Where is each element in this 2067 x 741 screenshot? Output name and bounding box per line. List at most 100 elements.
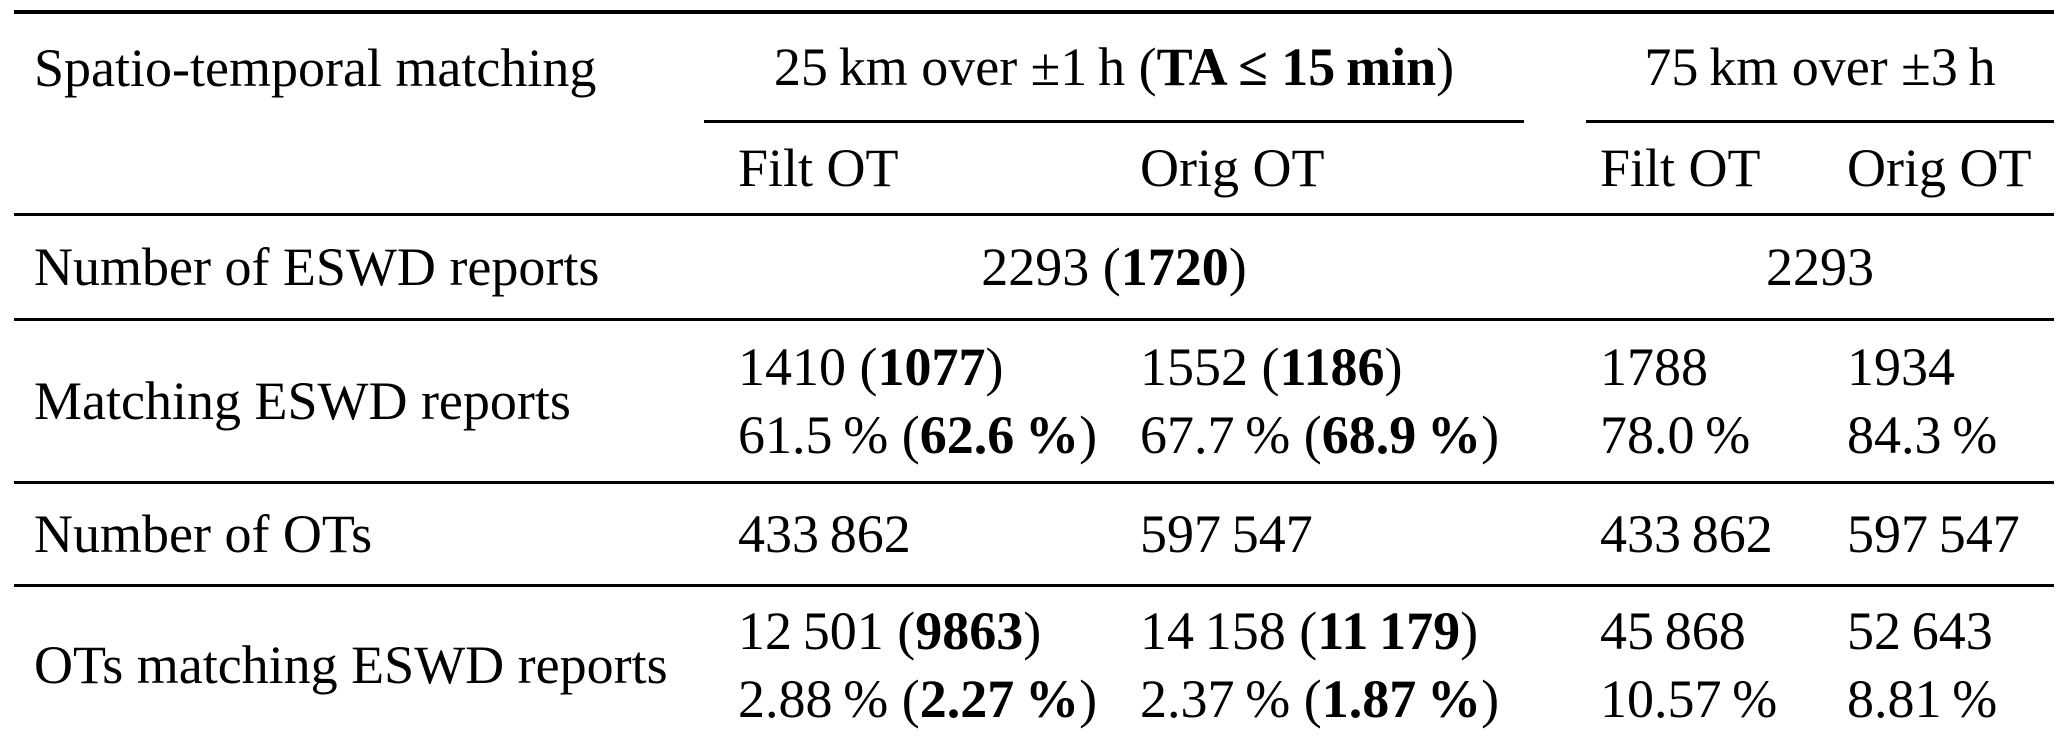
value-line: 433 862 [1600,500,1841,568]
bold-value-segment: 1077 [877,337,986,397]
column-gap [1524,318,1586,483]
bold-value-segment: 1720 [1120,237,1229,297]
value-segment: 2.37 % ( [1140,669,1322,729]
value-cell: 45 868 10.57 % [1586,584,1841,741]
bold-value-segment: TA ≤ 15 min [1156,37,1437,97]
subheader-filt-ot-25km: Filt OT [738,138,899,198]
value-segment: 52 643 [1847,601,1993,661]
column-gap [1524,10,1586,122]
value-cell: 1934 84.3 % [1841,318,2054,483]
value-segment: ) [1079,669,1098,729]
value-segment: ) [1079,405,1098,465]
value-line: 12 501 (9863) [738,597,1124,665]
bold-value-segment: 2.27 % [919,669,1080,729]
col-group-header-25km: 25 km over ±1 h (TA ≤ 15 min) [704,10,1524,123]
corner-header: Spatio-temporal matching [14,10,704,122]
value-line: 1410 (1077) [738,333,1124,401]
row-label: OTs matching ESWD reports [14,584,704,741]
value-line: 1788 [1600,333,1841,401]
value-segment: 433 862 [1600,504,1773,564]
value-line: 61.5 % (62.6 %) [738,401,1124,469]
subheader-filt-ot-75km: Filt OT [1600,138,1761,198]
value-segment: 597 547 [1140,504,1313,564]
value-segment: 1934 [1847,337,1955,397]
value-segment: 433 862 [738,504,911,564]
value-line: 52 643 [1847,597,2054,665]
row-label: Number of OTs [14,481,704,586]
column-gap [1524,122,1586,215]
value-segment: 597 547 [1847,504,2020,564]
value-segment: 67.7 % ( [1140,405,1322,465]
value-cell: 12 501 (9863) 2.88 % (2.27 %) [704,584,1124,741]
group-header-row: Spatio-temporal matching 25 km over ±1 h… [14,10,2054,123]
row-label: Number of ESWD reports [14,213,704,320]
col-group-title-75km: 75 km over ±3 h [1644,37,1995,97]
value-line: 67.7 % (68.9 %) [1140,401,1524,469]
bold-value-segment: 62.6 % [919,405,1080,465]
value-segment: ) [1481,405,1500,465]
value-line: 2.88 % (2.27 %) [738,665,1124,733]
bold-value-segment: 68.9 % [1321,405,1482,465]
value-segment: 45 868 [1600,601,1746,661]
value-line: 78.0 % [1600,401,1841,469]
value-segment: ) [1460,601,1479,661]
col-group-header-75km: 75 km over ±3 h [1586,10,2054,123]
value-cell: 2293 (1720) [704,213,1524,320]
column-gap [1524,213,1586,320]
value-segment: ) [1481,669,1500,729]
value-segment: ) [1436,37,1455,97]
value-cell: 1410 (1077) 61.5 % (62.6 %) [704,318,1124,483]
value-segment: 25 km over ±1 h ( [773,37,1157,97]
table-row-number-of-ots: Number of OTs 433 862 597 547 433 862 59… [14,481,2054,586]
value-line: 10.57 % [1600,665,1841,733]
row-label: Matching ESWD reports [14,318,704,483]
table-row-ots-matching-eswd: OTs matching ESWD reports 12 501 (9863) … [14,584,2054,741]
column-gap [1524,481,1586,586]
subheader-orig-ot-25km: Orig OT [1140,138,1325,198]
value-segment: 2293 [1766,237,1874,297]
value-cell: 597 547 [1124,481,1524,586]
value-segment: ) [1023,601,1042,661]
subheader-empty-cell [14,122,704,215]
value-segment: 78.0 % [1600,405,1751,465]
value-line: 14 158 (11 179) [1140,597,1524,665]
value-line: 597 547 [1847,500,2054,568]
col-group-title-25km: 25 km over ±1 h (TA ≤ 15 min) [774,37,1454,97]
value-line: 2.37 % (1.87 %) [1140,665,1524,733]
value-line: 1552 (1186) [1140,333,1524,401]
value-segment: 10.57 % [1600,669,1778,729]
value-line: 45 868 [1600,597,1841,665]
value-line: 2293 (1720) [704,233,1524,301]
value-line: 1934 [1847,333,2054,401]
value-segment: ) [1384,337,1403,397]
bold-value-segment: 1.87 % [1321,669,1482,729]
value-segment: ) [985,337,1004,397]
value-segment: 1410 ( [738,337,878,397]
value-line: 8.81 % [1847,665,2054,733]
value-cell: 14 158 (11 179) 2.37 % (1.87 %) [1124,584,1524,741]
value-line: 2293 [1586,233,2054,301]
value-cell: 1552 (1186) 67.7 % (68.9 %) [1124,318,1524,483]
value-segment: 75 km over ±3 h [1644,37,1996,97]
value-cell: 433 862 [1586,481,1841,586]
value-segment: 12 501 ( [738,601,916,661]
paper-table-figure: Spatio-temporal matching 25 km over ±1 h… [0,10,2067,741]
value-segment: 2293 ( [981,237,1121,297]
value-cell: 1788 78.0 % [1586,318,1841,483]
bold-value-segment: 11 179 [1317,601,1461,661]
value-segment: 2.88 % ( [738,669,920,729]
value-line: 84.3 % [1847,401,2054,469]
bold-value-segment: 1186 [1279,337,1385,397]
value-segment: 8.81 % [1847,669,1998,729]
value-line: 597 547 [1140,500,1524,568]
results-table: Spatio-temporal matching 25 km over ±1 h… [14,10,2054,741]
value-segment: 61.5 % ( [738,405,920,465]
value-cell: 597 547 [1841,481,2054,586]
value-line: 433 862 [738,500,1124,568]
table-row-eswd-reports: Number of ESWD reports 2293 (1720) 2293 [14,213,2054,320]
value-cell: 2293 [1586,213,2054,320]
value-cell: 433 862 [704,481,1124,586]
table-row-matching-eswd: Matching ESWD reports 1410 (1077) 61.5 %… [14,318,2054,483]
value-segment: 1552 ( [1140,337,1280,397]
subheader-orig-ot-75km: Orig OT [1847,138,2032,198]
